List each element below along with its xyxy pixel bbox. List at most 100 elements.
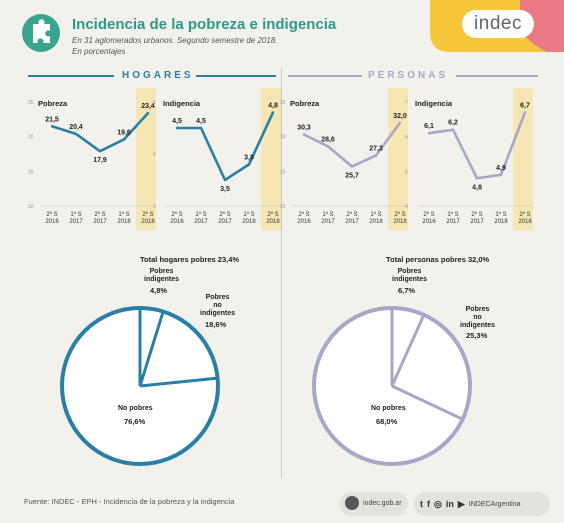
series-line	[51, 112, 149, 153]
pie-title-hogares: Total hogares pobres 23,4%	[140, 255, 240, 264]
data-label: 21,5	[45, 116, 59, 123]
x-tick-label: 2017	[218, 219, 232, 225]
facebook-icon[interactable]: f	[427, 499, 430, 509]
slice-pobres-no-indigentes-boundary	[138, 311, 165, 387]
highlight-band	[388, 88, 408, 230]
data-point	[98, 150, 102, 153]
pie-value-personas-no-indigentes: 25,3%	[466, 331, 488, 340]
pie-label-hogares-no-indigentes: Pobres no indigentes	[200, 294, 235, 318]
label-line: Pobres	[205, 294, 230, 301]
youtube-icon[interactable]: ▶	[457, 499, 465, 509]
data-label: 4,9	[496, 165, 506, 172]
slice-no-pobres-boundary	[391, 384, 464, 421]
data-label: 3,8	[244, 154, 254, 161]
data-label: 20,4	[69, 124, 83, 131]
x-tick-label: 2017	[470, 219, 484, 225]
website-label: indec.gob.ar	[363, 500, 402, 507]
section-title-personas: PERSONAS	[368, 70, 449, 81]
slice-no-pobres-boundary	[139, 376, 218, 388]
data-label: 17,9	[93, 157, 107, 164]
x-tick-label: 2018	[266, 219, 280, 225]
data-label: 30,3	[297, 125, 311, 132]
data-point	[271, 111, 275, 114]
pie-label-personas-no-pobres: No pobres	[371, 405, 406, 412]
data-point	[199, 126, 203, 130]
y-tick-label: 25	[28, 100, 34, 106]
y-tick-label: 4	[405, 204, 408, 210]
data-point	[523, 111, 527, 114]
label-line: indigentes	[200, 310, 236, 317]
pie-label-hogares-no-pobres: No pobres	[118, 405, 153, 412]
data-point	[398, 121, 402, 124]
x-tick-label: 2017	[345, 219, 359, 225]
chart-label-personas-indigencia: Indigencia	[415, 99, 453, 108]
y-tick-label: 35	[280, 100, 286, 106]
y-tick-label: 30	[280, 135, 286, 141]
x-tick-label: 2016	[297, 219, 311, 225]
social-links[interactable]: t f ◎ in ▶ INDECArgentina	[414, 492, 550, 516]
x-tick-label: 2º S	[394, 211, 405, 218]
pie-label-personas-indigentes: Pobres indigentes	[392, 268, 427, 284]
y-tick-label: 5	[153, 100, 156, 106]
series-line	[177, 111, 275, 182]
pie-label-hogares-indigentes: Pobres indigentes	[144, 268, 179, 284]
data-point	[175, 126, 179, 130]
y-tick-label: 25	[280, 169, 286, 175]
data-label: 4,8	[268, 102, 278, 109]
data-point	[50, 125, 54, 128]
page-title: Incidencia de la pobreza e indigencia	[72, 16, 337, 33]
data-point	[499, 173, 503, 176]
series-line	[428, 111, 527, 180]
data-label: 4,5	[196, 118, 206, 125]
x-tick-label: 2º S	[94, 211, 105, 218]
label-line: indigentes	[392, 276, 428, 283]
globe-icon	[345, 496, 359, 511]
x-tick-label: 2017	[194, 219, 208, 225]
data-point	[326, 145, 330, 148]
instagram-icon[interactable]: ◎	[434, 499, 442, 509]
data-point	[247, 163, 251, 166]
x-tick-label: 1º S	[495, 211, 506, 218]
social-handle: INDECArgentina	[468, 500, 521, 508]
x-tick-label: 2018	[141, 219, 155, 225]
x-tick-label: 2018	[393, 219, 407, 225]
data-label: 6,7	[520, 102, 530, 109]
linkedin-icon[interactable]: in	[445, 499, 454, 509]
twitter-icon[interactable]: t	[420, 499, 423, 509]
pie-chart-hogares	[60, 306, 220, 466]
data-point	[122, 138, 126, 141]
data-point	[451, 128, 455, 131]
data-label: 3,5	[220, 186, 230, 193]
y-tick-label: 3	[153, 204, 156, 210]
x-tick-label: 1º S	[118, 211, 129, 218]
y-tick-label: 15	[28, 169, 34, 175]
x-tick-label: 2018	[242, 219, 256, 225]
y-tick-label: 10	[28, 204, 34, 210]
y-tick-label: 6	[405, 135, 408, 141]
y-tick-label: 20	[280, 204, 286, 210]
label-line: Pobres	[465, 306, 490, 313]
highlight-band	[261, 88, 281, 230]
data-label: 28,6	[321, 136, 335, 143]
x-tick-label: 1º S	[70, 211, 81, 218]
label-line: Pobres	[149, 268, 174, 275]
x-tick-label: 2º S	[267, 211, 278, 218]
x-tick-label: 2016	[170, 219, 184, 225]
section-title-hogares: HOGARES	[122, 70, 194, 81]
x-tick-label: 2016	[45, 219, 59, 225]
x-tick-label: 2º S	[46, 211, 57, 218]
pie-value-hogares-no-indigentes: 18,6%	[205, 320, 227, 329]
x-tick-label: 2º S	[471, 211, 482, 218]
website-link[interactable]: indec.gob.ar	[340, 492, 408, 516]
pie-title-personas: Total personas pobres 32,0%	[386, 255, 490, 264]
y-tick-label: 4	[153, 152, 156, 158]
chart-label-hogares-pobreza: Pobreza	[38, 99, 68, 108]
data-point	[427, 132, 431, 135]
page-subtitle: En 31 aglomerados urbanos. Segundo semes…	[72, 35, 332, 57]
data-point	[223, 178, 227, 182]
pie-value-hogares-no-pobres: 76,6%	[124, 417, 146, 426]
puzzle-logo-icon	[22, 14, 60, 52]
